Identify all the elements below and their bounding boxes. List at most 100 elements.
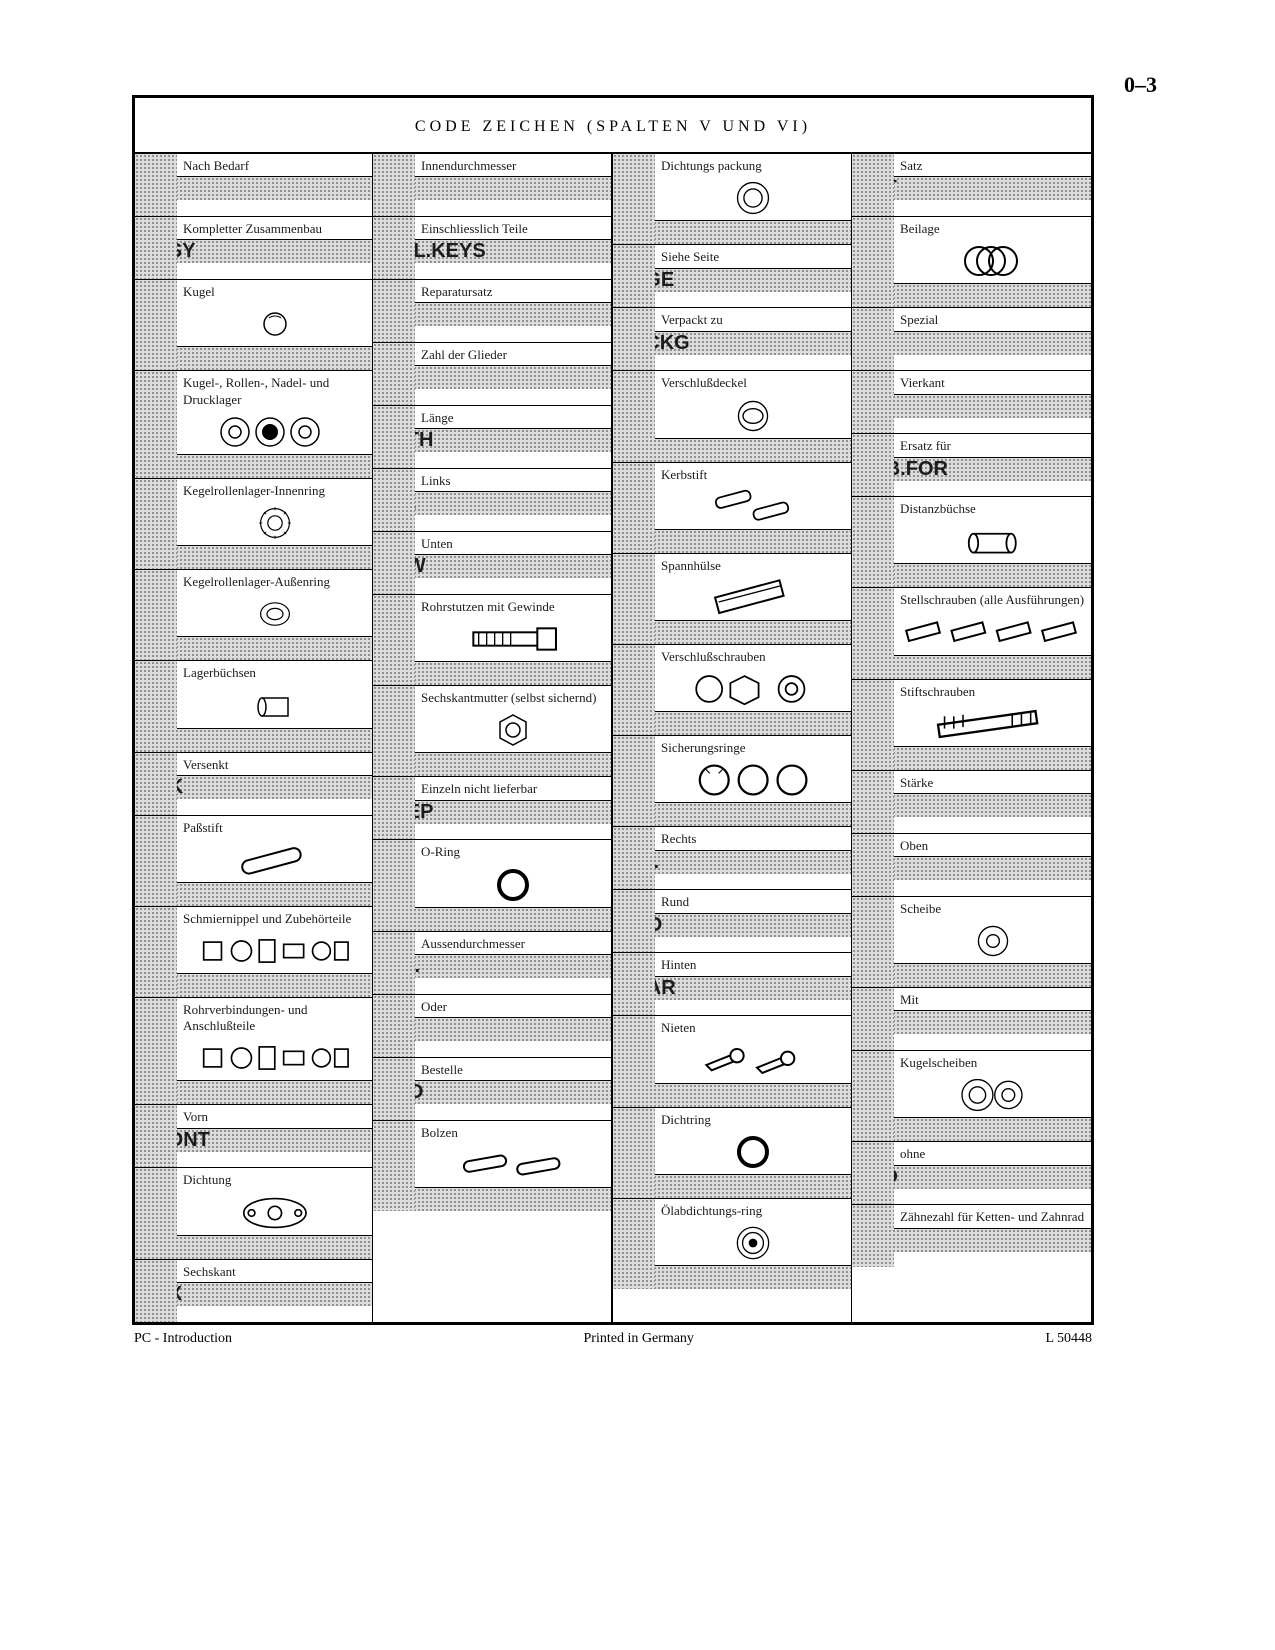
- code-strip: [852, 988, 894, 1050]
- code-description: Verpackt zu: [655, 308, 851, 330]
- snap-rings-icon: [655, 758, 851, 802]
- code-entry: Stellschrauben (alle Ausführungen)SS: [852, 588, 1091, 679]
- oil-seal-icon: [655, 1221, 851, 1265]
- code-description: Hinten: [655, 953, 851, 975]
- gasket-icon: [177, 1191, 372, 1235]
- code-description: Lagerbüchsen: [177, 661, 372, 683]
- footer-center: Printed in Germany: [584, 1331, 694, 1347]
- code-strip: [135, 280, 177, 370]
- code-entry: O-RingO: [373, 840, 611, 931]
- rivets-icon: [655, 1039, 851, 1083]
- code-description: Länge: [415, 406, 611, 428]
- code-strip: [613, 554, 655, 644]
- code-entry: BeilageSH: [852, 217, 1091, 308]
- code-description: Kugelscheiben: [894, 1051, 1091, 1073]
- code-entry: Kegelrollenlager-InnenringBN: [135, 479, 372, 570]
- code-strip: [613, 736, 655, 826]
- footer-left: PC - Introduction: [134, 1331, 232, 1347]
- code-description: Einschliesslich Teile: [415, 217, 611, 239]
- code-entry: KugelBA: [135, 280, 372, 371]
- code-description: Einzeln nicht lieferbar: [415, 777, 611, 799]
- code-description: Dichtungs packung: [655, 154, 851, 176]
- code-description: Zähnezahl für Ketten- und Zahnrad: [894, 1205, 1091, 1227]
- code-strip: [373, 406, 415, 468]
- code-entry: OderOR: [373, 995, 611, 1058]
- code-strip: [852, 1205, 894, 1267]
- main-frame: CODE ZEICHEN (SPALTEN V UND VI) Nach Bed…: [132, 95, 1094, 1325]
- code-strip: [135, 907, 177, 997]
- gear-ring-icon: [177, 501, 372, 545]
- code-entry: SpannhülsePS: [613, 554, 851, 645]
- code-description: Nieten: [655, 1016, 851, 1038]
- code-entry: UntenLOW: [373, 532, 611, 595]
- code-strip: [373, 932, 415, 994]
- code-strip: [852, 897, 894, 987]
- code-description: Versenkt: [177, 753, 372, 775]
- code-description: Distanzbüchse: [894, 497, 1091, 519]
- code-strip: [852, 434, 894, 496]
- code-description: Innendurchmesser: [415, 154, 611, 176]
- code-entry: Verpackt zuPACKG: [613, 308, 851, 371]
- page-footer: PC - Introduction Printed in Germany L 5…: [132, 1327, 1094, 1351]
- code-description: Zahl der Glieder: [415, 343, 611, 365]
- code-description: Oben: [894, 834, 1091, 856]
- code-strip: [135, 661, 177, 751]
- fittings-multi-icon: [177, 929, 372, 973]
- code-description: Verschlußschrauben: [655, 645, 851, 667]
- code-strip: [852, 371, 894, 433]
- code-strip: [373, 840, 415, 930]
- code-strip: [613, 1199, 655, 1289]
- code-entry: ScheibeW: [852, 897, 1091, 988]
- fittings-multi-icon: [177, 1036, 372, 1080]
- code-entry: RechtsR.H.: [613, 827, 851, 890]
- code-entry: SicherungsringeR: [613, 736, 851, 827]
- code-entry: LagerbüchsenBG: [135, 661, 372, 752]
- code-entry: InnendurchmesserI.D.: [373, 154, 611, 217]
- code-entry: Zähnezahl für Ketten- und ZahnradZ: [852, 1205, 1091, 1267]
- code-strip: [613, 953, 655, 1015]
- code-entry: KerbstiftPG: [613, 463, 851, 554]
- code-description: Links: [415, 469, 611, 491]
- code-entry: BestelleORD: [373, 1058, 611, 1121]
- code-description: Bestelle: [415, 1058, 611, 1080]
- code-strip: [852, 771, 894, 833]
- code-table: Nach BedarfARKompletter ZusammenbauASSYK…: [135, 154, 1091, 1322]
- code-strip: [135, 570, 177, 660]
- code-description: Siehe Seite: [655, 245, 851, 267]
- code-description: Oder: [415, 995, 611, 1017]
- cap-icon: [655, 394, 851, 438]
- spacer-icon: [894, 520, 1091, 564]
- code-strip: [373, 280, 415, 342]
- code-description: Dichtring: [655, 1108, 851, 1130]
- code-strip: [613, 1108, 655, 1198]
- code-description: Rohrstutzen mit Gewinde: [415, 595, 611, 617]
- code-strip: [613, 645, 655, 735]
- code-strip: [135, 479, 177, 569]
- code-entry: BolzenP: [373, 1121, 611, 1211]
- code-entry: VerschlußschraubenPU: [613, 645, 851, 736]
- code-description: Sicherungsringe: [655, 736, 851, 758]
- code-description: Rohrverbindungen- und Anschlußteile: [177, 998, 372, 1037]
- code-strip: [373, 532, 415, 594]
- code-strip: [852, 497, 894, 587]
- code-description: Beilage: [894, 217, 1091, 239]
- code-entry: Ölabdichtungs-ringSE: [613, 1199, 851, 1289]
- code-strip: [135, 1105, 177, 1167]
- code-strip: [135, 217, 177, 279]
- code-description: Spezial: [894, 308, 1091, 330]
- code-entry: Sechskantmutter (selbst sichernd)NS: [373, 686, 611, 777]
- code-strip: [373, 777, 415, 839]
- code-description: Dichtung: [177, 1168, 372, 1190]
- bearings-icon: [177, 410, 372, 454]
- code-description: Stellschrauben (alle Ausführungen): [894, 588, 1091, 610]
- code-description: Unten: [415, 532, 611, 554]
- ball-icon: [177, 302, 372, 346]
- code-description: Bolzen: [415, 1121, 611, 1143]
- code-description: Nach Bedarf: [177, 154, 372, 176]
- code-description: Spannhülse: [655, 554, 851, 576]
- set-screws-icon: [894, 611, 1091, 655]
- code-entry: Schmiernippel und ZubehörteileF: [135, 907, 372, 998]
- code-strip: [135, 998, 177, 1104]
- code-entry: ObenUP: [852, 834, 1091, 897]
- code-strip: [852, 588, 894, 678]
